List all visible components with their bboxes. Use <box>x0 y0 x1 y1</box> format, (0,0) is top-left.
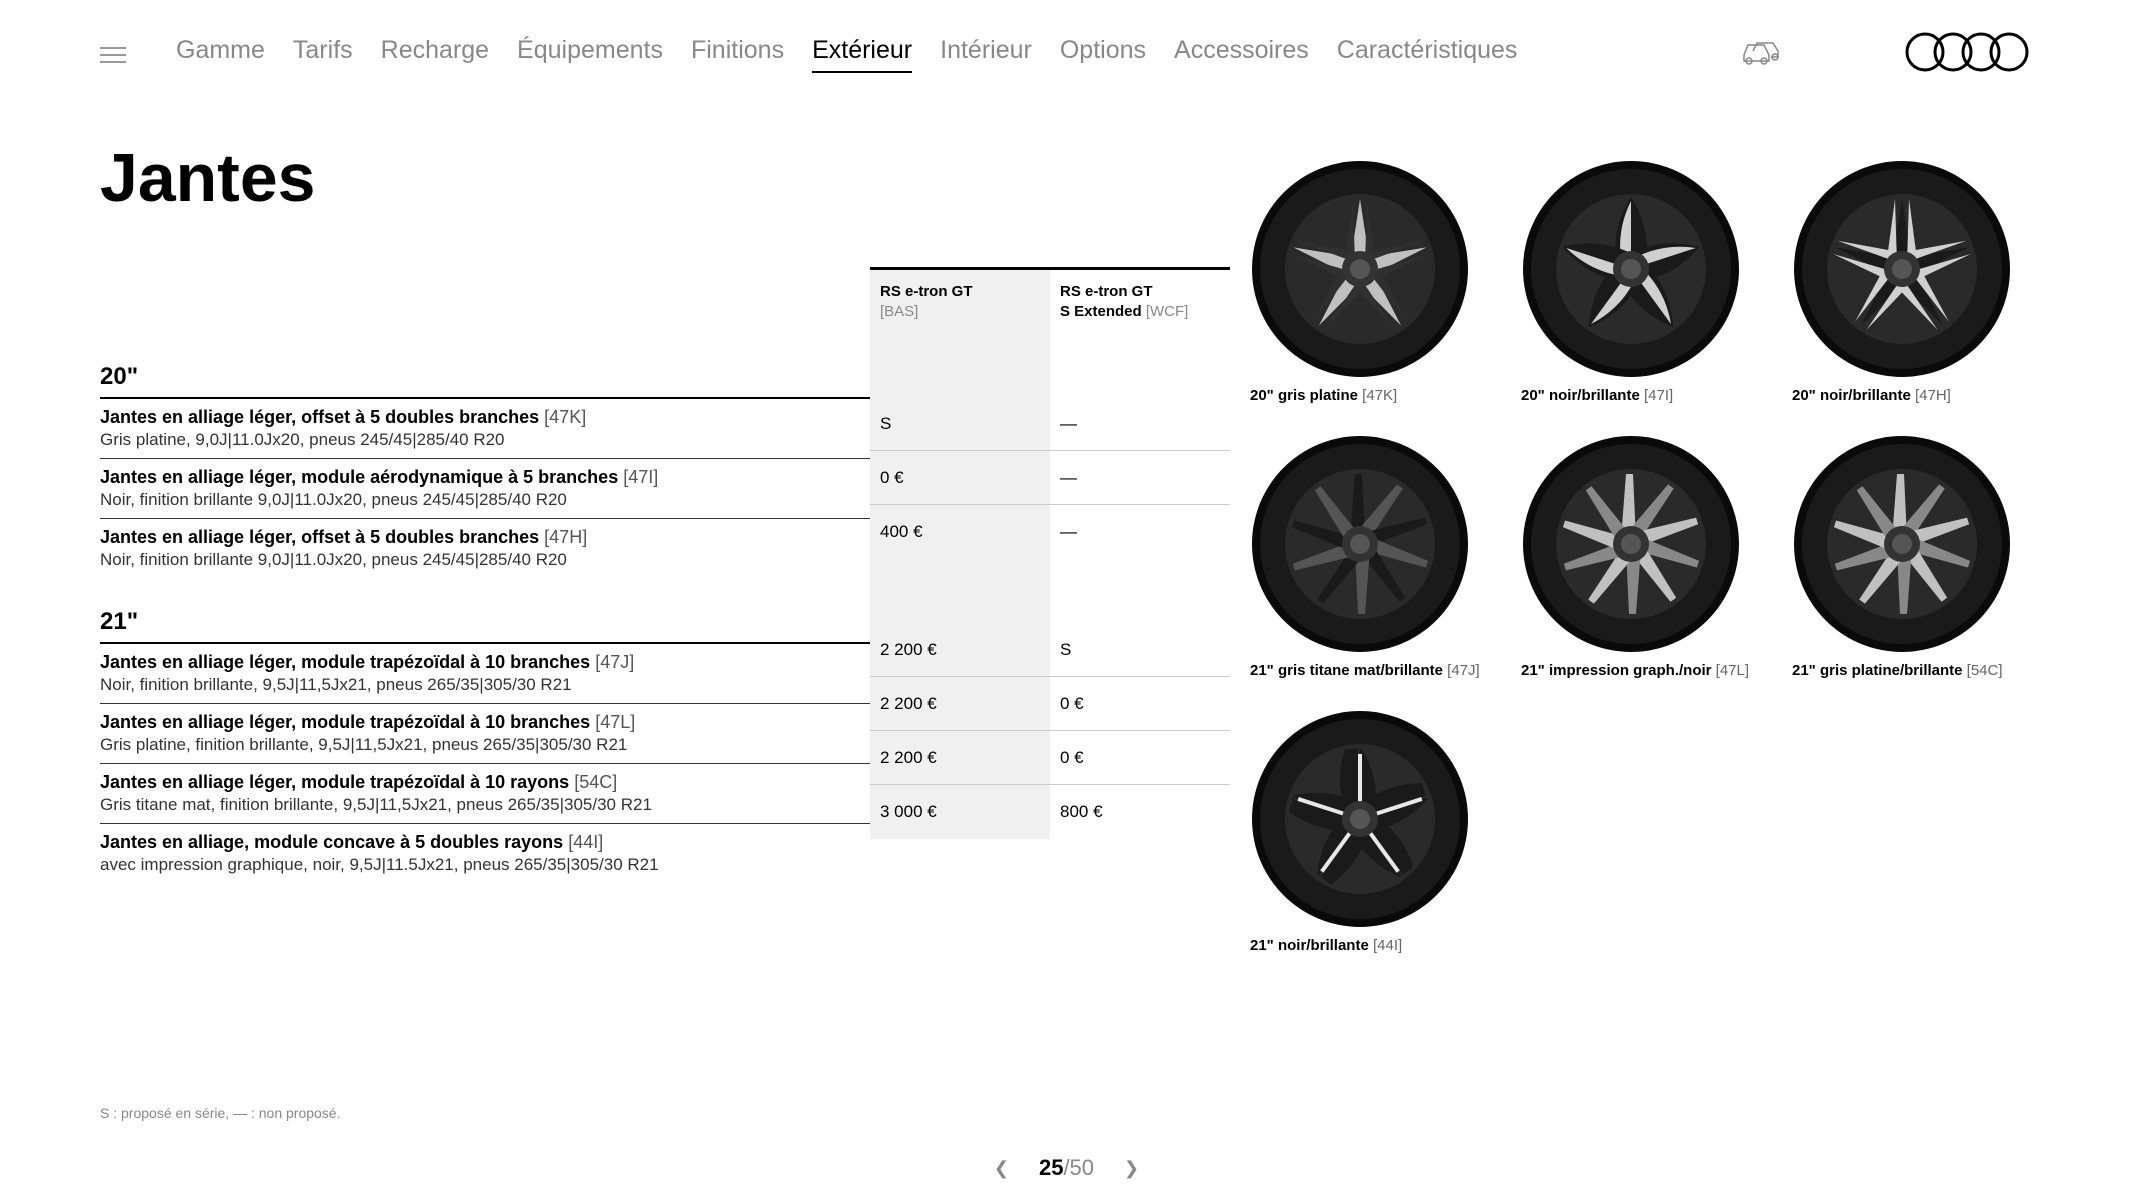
wheel-label: 21" impression graph./noir [47L] <box>1521 662 1762 679</box>
wheel-item: 21" noir/brillante [44I] <box>1250 709 1491 954</box>
page-total: /50 <box>1063 1155 1094 1180</box>
wheel-item: 21" gris platine/brillante [54C] <box>1792 434 2033 679</box>
wheel-label: 20" gris platine [47K] <box>1250 387 1491 404</box>
wheel-image <box>1792 159 2012 379</box>
nav-item-finitions[interactable]: Finitions <box>691 36 784 73</box>
spec-row: Jantes en alliage léger, module aérodyna… <box>100 459 870 519</box>
next-page-icon[interactable]: ❯ <box>1124 1158 1139 1179</box>
price-cell: 0 € <box>870 451 1050 505</box>
price-cell: 400 € <box>870 505 1050 559</box>
price-cell: 2 200 € <box>870 677 1050 731</box>
spec-row: Jantes en alliage léger, offset à 5 doub… <box>100 519 870 578</box>
price-cell: 0 € <box>1050 677 1230 731</box>
price-cell: — <box>1050 505 1230 559</box>
nav-item-recharge[interactable]: Recharge <box>381 36 489 73</box>
wheel-label: 21" gris platine/brillante [54C] <box>1792 662 2033 679</box>
nav-item-intérieur[interactable]: Intérieur <box>940 36 1032 73</box>
spec-row: Jantes en alliage léger, module trapézoï… <box>100 704 870 764</box>
column-header: RS e-tron GT[BAS] <box>870 267 1050 333</box>
page-current: 25 <box>1039 1155 1063 1180</box>
price-cell: — <box>1050 397 1230 451</box>
size-header: 21" <box>100 608 870 644</box>
wheel-image <box>1521 434 1741 654</box>
price-cell: 2 200 € <box>870 731 1050 785</box>
nav-item-accessoires[interactable]: Accessoires <box>1174 36 1309 73</box>
garage-icon[interactable] <box>1739 35 1783 74</box>
nav-item-options[interactable]: Options <box>1060 36 1146 73</box>
wheel-image <box>1250 434 1470 654</box>
wheel-item: 20" noir/brillante [47I] <box>1521 159 1762 404</box>
wheel-image <box>1792 434 2012 654</box>
pager: ❮ 25/50 ❯ <box>994 1155 1139 1181</box>
wheel-label: 21" noir/brillante [44I] <box>1250 937 1491 954</box>
size-header: 20" <box>100 363 870 399</box>
wheel-label: 21" gris titane mat/brillante [47J] <box>1250 662 1491 679</box>
spec-row: Jantes en alliage léger, module trapézoï… <box>100 644 870 704</box>
wheel-item: 21" impression graph./noir [47L] <box>1521 434 1762 679</box>
column-header: RS e-tron GTS Extended [WCF] <box>1050 267 1230 333</box>
footnote: S : proposé en série, — : non proposé. <box>100 1105 340 1121</box>
nav-item-équipements[interactable]: Équipements <box>517 36 663 73</box>
price-cell: 2 200 € <box>870 623 1050 677</box>
price-cell: 0 € <box>1050 731 1230 785</box>
wheel-grid: 20" gris platine [47K] 20" noir/brillant… <box>1250 159 2033 954</box>
prev-page-icon[interactable]: ❮ <box>994 1158 1009 1179</box>
wheel-label: 20" noir/brillante [47H] <box>1792 387 2033 404</box>
wheel-image <box>1521 159 1741 379</box>
price-cell: 800 € <box>1050 785 1230 839</box>
price-cell: 3 000 € <box>870 785 1050 839</box>
wheel-item: 21" gris titane mat/brillante [47J] <box>1250 434 1491 679</box>
main-nav: Gamme Tarifs Recharge Équipements Finitions E… <box>176 36 1699 73</box>
price-cell: S <box>870 397 1050 451</box>
wheel-image <box>1250 159 1470 379</box>
page-title: Jantes <box>100 139 1230 217</box>
price-cell: S <box>1050 623 1230 677</box>
nav-item-caractéristiques[interactable]: Caractéristiques <box>1337 36 1518 73</box>
menu-icon[interactable] <box>100 42 126 68</box>
spec-row: Jantes en alliage léger, offset à 5 doub… <box>100 399 870 459</box>
price-cell: — <box>1050 451 1230 505</box>
spec-row: Jantes en alliage, module concave à 5 do… <box>100 824 870 883</box>
nav-item-tarifs[interactable]: Tarifs <box>293 36 353 73</box>
nav-item-gamme[interactable]: Gamme <box>176 36 265 73</box>
nav-item-extérieur[interactable]: Extérieur <box>812 36 912 73</box>
wheel-item: 20" gris platine [47K] <box>1250 159 1491 404</box>
audi-logo <box>1903 30 2033 79</box>
wheel-item: 20" noir/brillante [47H] <box>1792 159 2033 404</box>
spec-row: Jantes en alliage léger, module trapézoï… <box>100 764 870 824</box>
wheel-label: 20" noir/brillante [47I] <box>1521 387 1762 404</box>
wheel-image <box>1250 709 1470 929</box>
